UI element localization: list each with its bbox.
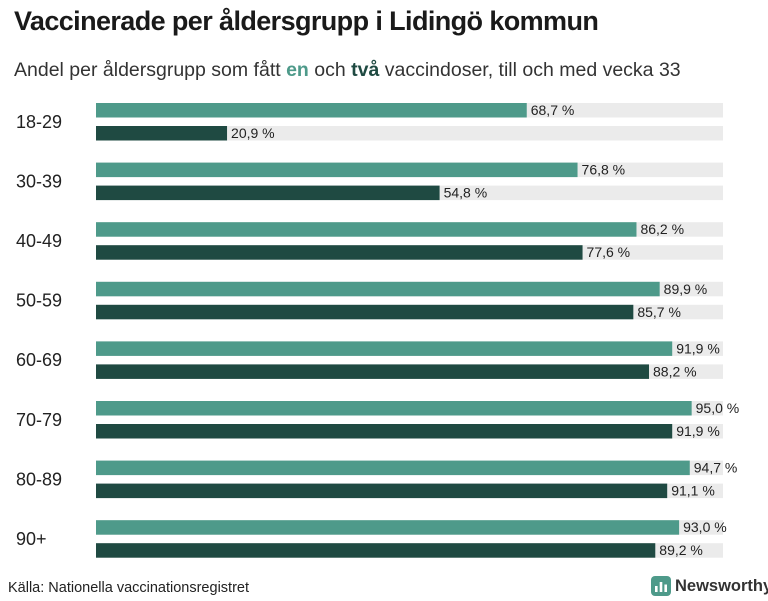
bar-track [96, 126, 723, 141]
bar-one_dose [96, 281, 660, 297]
bar-one_dose [96, 401, 692, 416]
bar-one_dose [96, 520, 680, 535]
data-label-one_dose: 68,7 % [531, 102, 575, 118]
data-label-one_dose: 89,9 % [664, 281, 708, 297]
data-label-two_doses: 77,6 % [587, 244, 631, 260]
data-label-one_dose: 93,0 % [683, 519, 727, 535]
bar-one_dose [96, 222, 637, 237]
chart-title: Vaccinerade per åldersgrupp i Lidingö ko… [14, 6, 599, 36]
category-label: 18-29 [16, 112, 62, 132]
category-label: 90+ [16, 529, 47, 549]
source-note: Källa: Nationella vaccinationsregistret [8, 580, 249, 596]
subtitle-text-middle: och [308, 59, 352, 81]
bar-two_doses [96, 185, 440, 201]
data-label-two_doses: 89,2 % [659, 542, 703, 558]
bar-two_doses [96, 304, 634, 320]
bar-two_doses [96, 126, 228, 141]
category-label: 50-59 [16, 291, 62, 311]
bar-two_doses [96, 483, 668, 499]
category-label: 70-79 [16, 410, 62, 430]
data-label-two_doses: 54,8 % [444, 185, 488, 201]
bar-one_dose [96, 162, 578, 178]
data-label-two_doses: 85,7 % [637, 304, 681, 320]
subtitle-text-start: Andel per åldersgrupp som fått [14, 59, 287, 81]
bar-two_doses [96, 543, 656, 558]
data-label-two_doses: 88,2 % [653, 363, 697, 379]
newsworthy-logo-icon [651, 576, 671, 596]
subtitle-text-end: vaccindoser, till och med vecka 33 [379, 59, 681, 81]
bar-one_dose [96, 103, 527, 118]
data-label-one_dose: 86,2 % [640, 221, 684, 237]
category-label: 40-49 [16, 231, 62, 251]
brand-name: Newsworthy [675, 576, 768, 595]
bar-one_dose [96, 460, 690, 476]
category-label: 60-69 [16, 350, 62, 370]
data-label-two_doses: 91,1 % [671, 483, 715, 499]
brand-logo: Newsworthy [651, 576, 768, 596]
bar-one_dose [96, 341, 673, 356]
bar-two_doses [96, 424, 673, 439]
bar-two_doses [96, 245, 583, 260]
subtitle-key-two-doses: två [351, 59, 380, 81]
bar-two_doses [96, 364, 650, 379]
data-label-one_dose: 76,8 % [582, 162, 626, 178]
category-label: 30-39 [16, 171, 62, 191]
data-label-two_doses: 20,9 % [231, 125, 275, 141]
data-label-two_doses: 91,9 % [676, 423, 720, 439]
chart-subtitle: Andel per åldersgrupp som fått en och tv… [14, 59, 681, 82]
data-label-one_dose: 91,9 % [676, 340, 720, 356]
category-label: 80-89 [16, 469, 62, 489]
data-label-one_dose: 94,7 % [694, 460, 738, 476]
data-label-one_dose: 95,0 % [696, 400, 740, 416]
subtitle-key-one-dose: en [286, 59, 309, 81]
